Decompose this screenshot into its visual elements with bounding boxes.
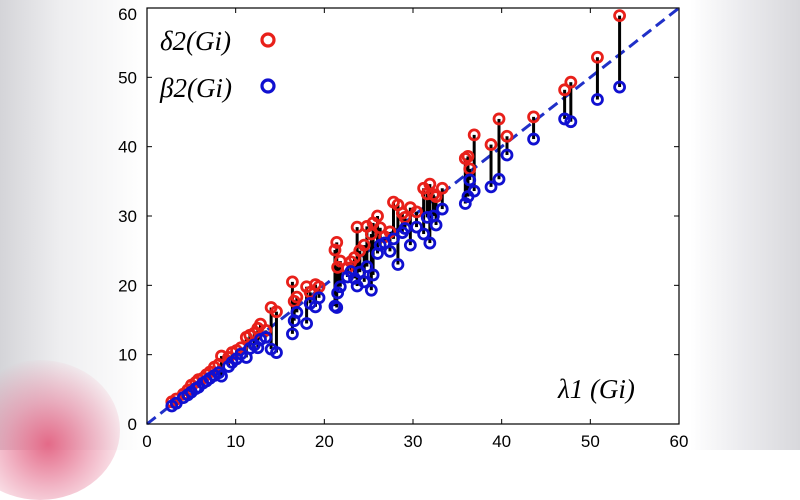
scatter-chart: 0 10 20 30 40 50 60 0 10 20 30 40 50 60 δ2(Gi) β2(Gi… xyxy=(118,5,688,450)
beta2-point xyxy=(564,115,578,129)
legend-marker-delta2 xyxy=(260,32,276,48)
beta2-point xyxy=(558,112,572,126)
x-axis-label: λ1 (Gi) xyxy=(557,374,635,404)
delta2-point xyxy=(591,50,604,64)
beta2-point xyxy=(331,286,345,300)
beta2-point xyxy=(330,301,344,314)
legend-label-delta2: δ2(Gi) xyxy=(160,26,231,56)
beta2-point xyxy=(435,202,449,216)
beta2-point xyxy=(259,330,273,344)
legend: δ2(Gi) β2(Gi) xyxy=(159,26,276,103)
delta2-point xyxy=(215,349,228,363)
x-tick-label: 60 xyxy=(670,432,689,450)
delta2-point xyxy=(527,110,540,124)
beta2-point xyxy=(403,238,417,252)
beta2-point xyxy=(387,232,400,246)
x-tick-label: 30 xyxy=(404,432,423,450)
x-tick-label: 50 xyxy=(581,432,600,450)
delta2-point xyxy=(290,290,304,304)
delta2-point xyxy=(270,305,283,319)
y-tick-label: 10 xyxy=(118,346,137,365)
y-axis-ticks: 0 10 20 30 40 50 60 xyxy=(118,5,679,434)
delta2-point xyxy=(484,138,498,151)
beta2-point xyxy=(286,327,299,341)
beta2-point xyxy=(467,184,481,198)
x-tick-label: 0 xyxy=(142,432,151,450)
beta2-point xyxy=(366,268,380,282)
beta2-point xyxy=(364,283,378,297)
delta2-point xyxy=(371,209,384,223)
delta2-markers xyxy=(165,9,626,409)
delta2-point xyxy=(461,149,475,163)
beta2-point xyxy=(410,220,423,234)
beta2-point xyxy=(300,317,314,330)
beta2-markers xyxy=(165,80,626,413)
beta2-point xyxy=(484,180,498,194)
delta2-point xyxy=(410,205,423,219)
beta2-point xyxy=(458,197,472,210)
delta2-point xyxy=(330,235,344,249)
beta2-point xyxy=(290,305,304,319)
delta2-point xyxy=(286,275,299,289)
beta2-point xyxy=(417,227,431,241)
beta2-point xyxy=(591,93,604,106)
y-tick-label: 20 xyxy=(118,276,137,295)
delta2-point xyxy=(357,238,371,252)
beta2-point xyxy=(270,346,283,359)
delta2-point xyxy=(467,128,481,142)
beta2-point xyxy=(215,369,228,383)
y-tick-label: 60 xyxy=(118,5,137,24)
beta2-point xyxy=(527,132,540,146)
beta2-point xyxy=(429,218,443,232)
beta2-point xyxy=(463,173,477,187)
beta2-point xyxy=(420,210,434,224)
beta2-point xyxy=(398,222,412,235)
legend-label-beta2: β2(Gi) xyxy=(159,73,232,103)
beta2-point xyxy=(312,291,326,305)
delta2-point xyxy=(492,112,506,126)
beta2-point xyxy=(383,244,397,258)
beta2-point xyxy=(492,172,506,186)
delta2-point xyxy=(558,83,572,97)
delta2-point xyxy=(435,181,449,195)
x-axis-ticks: 0 10 20 30 40 50 60 xyxy=(142,8,688,450)
beta2-point xyxy=(500,148,514,162)
y-tick-label: 50 xyxy=(118,68,137,87)
y-tick-label: 30 xyxy=(118,207,137,226)
delta2-point xyxy=(429,190,443,203)
beta2-point xyxy=(391,258,405,271)
beta2-point xyxy=(357,275,371,289)
beta2-point xyxy=(333,280,347,294)
y-tick-label: 0 xyxy=(128,415,137,434)
x-tick-label: 40 xyxy=(492,432,511,450)
beta2-point xyxy=(423,236,437,250)
delta2-point xyxy=(500,129,514,143)
beta2-point xyxy=(613,80,626,94)
delta2-point xyxy=(328,243,342,257)
x-tick-label: 10 xyxy=(226,432,245,450)
delta2-point xyxy=(423,177,437,191)
delta2-point xyxy=(564,75,578,89)
x-tick-label: 20 xyxy=(315,432,334,450)
legend-marker-beta2 xyxy=(260,78,276,94)
delta2-point xyxy=(613,9,626,23)
beta2-point xyxy=(360,260,374,274)
y-tick-label: 40 xyxy=(118,138,137,157)
delta2-point xyxy=(259,323,273,337)
